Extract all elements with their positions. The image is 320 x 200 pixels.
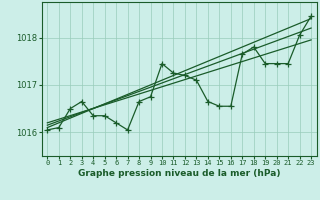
X-axis label: Graphe pression niveau de la mer (hPa): Graphe pression niveau de la mer (hPa) — [78, 169, 280, 178]
